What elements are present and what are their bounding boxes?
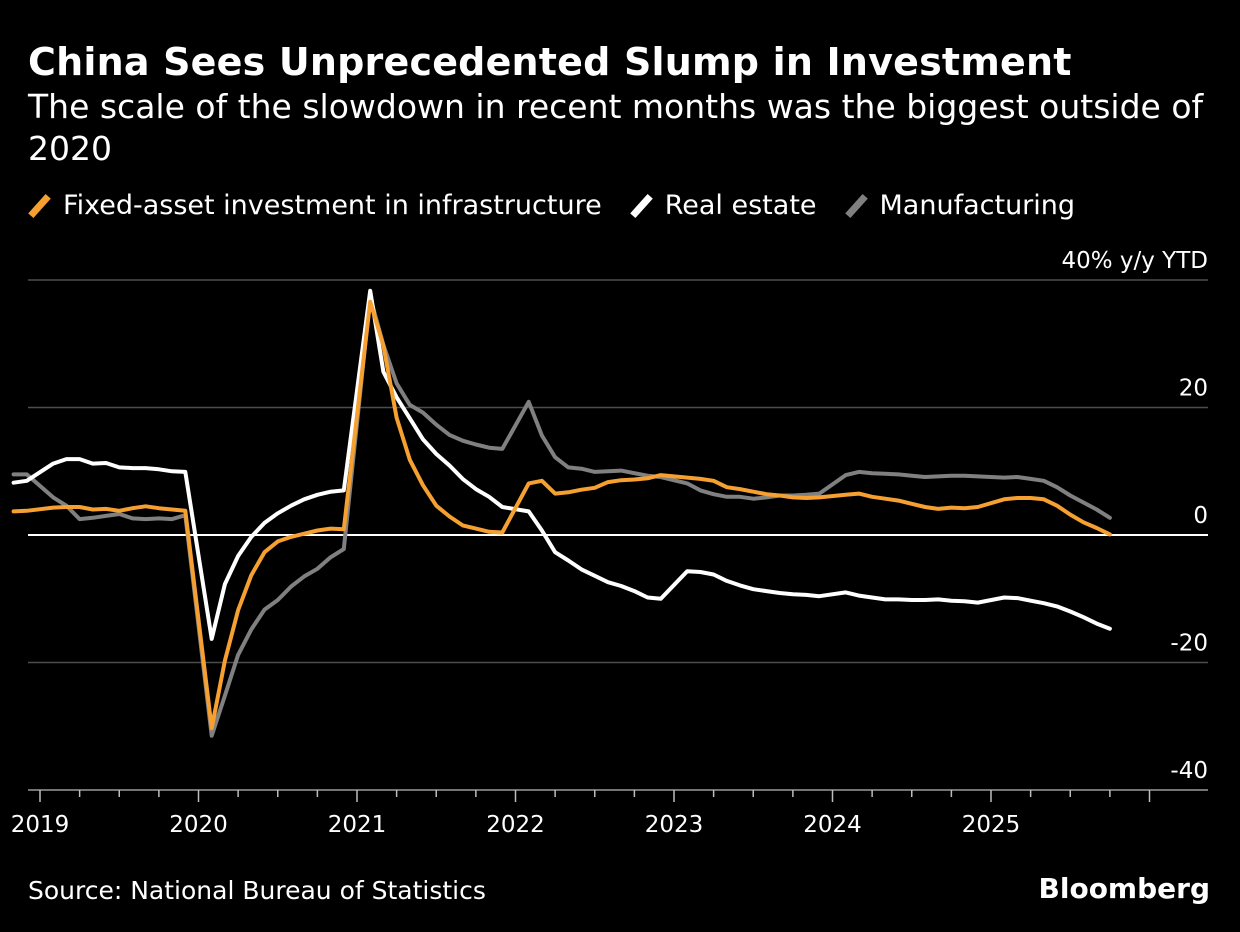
y-tick-label-0: 40% y/y YTD: [1061, 248, 1208, 274]
series-line-infrastructure: [11, 299, 1112, 731]
legend-item-real-estate: Real estate: [629, 190, 817, 221]
series-line-manufacturing: [11, 295, 1112, 738]
x-tick-label-2019: 2019: [11, 812, 70, 838]
x-tick-label-2025: 2025: [962, 812, 1021, 838]
chart-subtitle: The scale of the slowdown in recent mont…: [28, 87, 1204, 168]
series-lines: [11, 288, 1112, 738]
x-tick-label-2022: 2022: [486, 812, 545, 838]
x-tick-label-2020: 2020: [169, 812, 228, 838]
y-tick-label-3: -20: [1170, 631, 1208, 657]
y-axis-labels: 40% y/y YTD 20 0 -20 -40: [1061, 248, 1208, 784]
x-tick-label-2021: 2021: [328, 812, 387, 838]
series-line-real-estate: [11, 288, 1112, 641]
legend: Fixed-asset investment in infrastructure…: [28, 190, 1105, 221]
legend-item-manufacturing: Manufacturing: [844, 190, 1076, 221]
x-tick-label-2023: 2023: [645, 812, 704, 838]
x-axis: 2019 2020 2021 2022 2023 2024 2025: [11, 790, 1151, 838]
chart-title: China Sees Unprecedented Slump in Invest…: [28, 40, 1072, 84]
x-tick-label-2024: 2024: [803, 812, 862, 838]
y-tick-label-1: 20: [1179, 376, 1208, 402]
legend-label-manufacturing: Manufacturing: [879, 190, 1076, 221]
y-tick-label-2: 0: [1193, 503, 1208, 529]
source-note: Source: National Bureau of Statistics: [28, 876, 486, 905]
brand-logo: Bloomberg: [1038, 872, 1210, 905]
legend-label-real-estate: Real estate: [664, 190, 817, 221]
legend-label-infrastructure: Fixed-asset investment in infrastructure: [63, 190, 602, 221]
y-tick-label-4: -40: [1170, 758, 1208, 784]
gridlines: [28, 279, 1208, 791]
legend-item-infrastructure: Fixed-asset investment in infrastructure: [28, 190, 602, 221]
